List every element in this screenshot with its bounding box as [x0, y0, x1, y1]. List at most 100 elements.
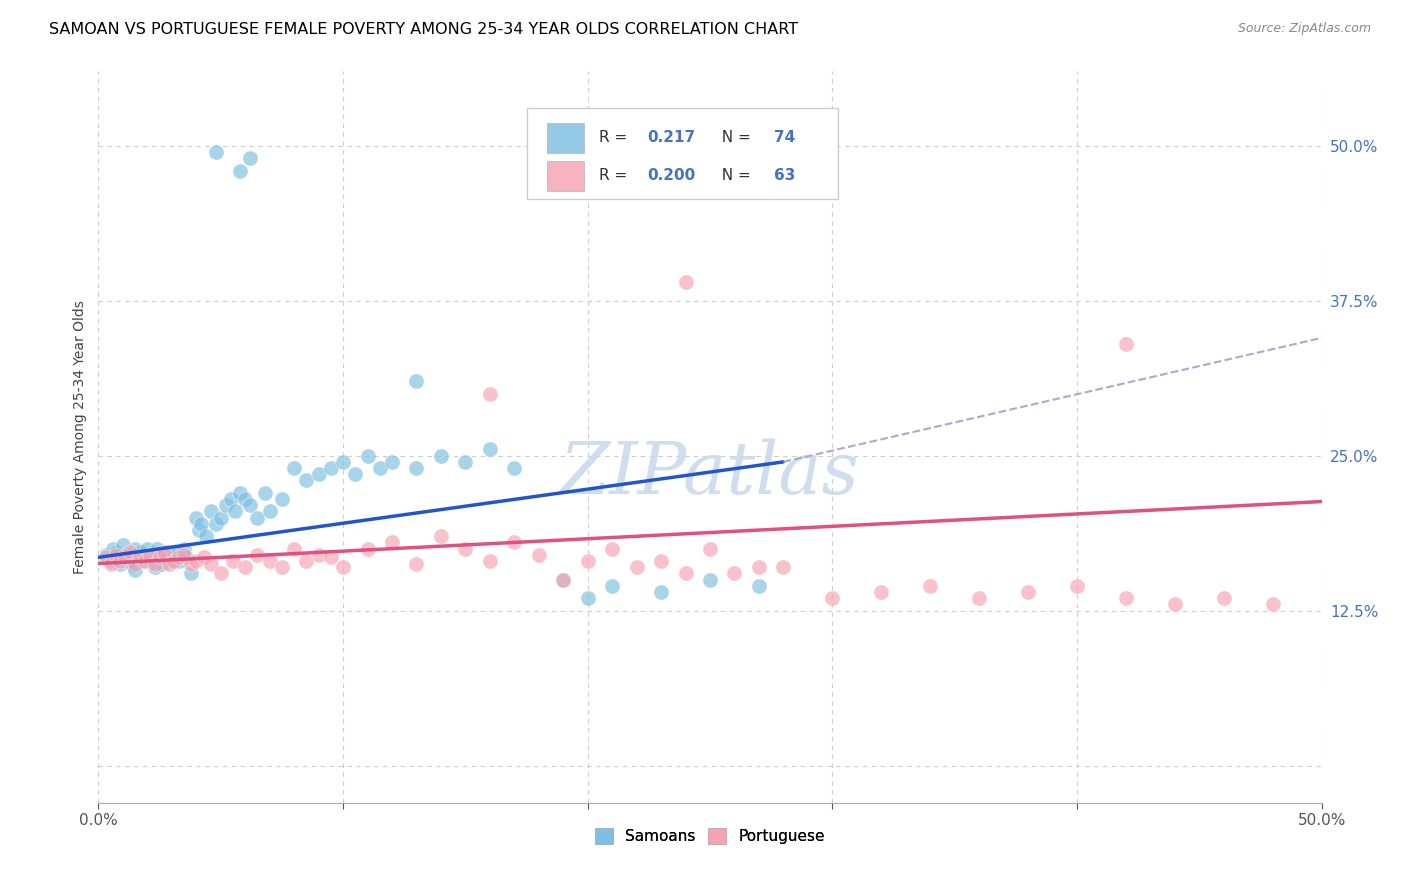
Point [478, 442, 501, 457]
Point [503, 535, 526, 549]
Point [205, 516, 228, 531]
Point [356, 541, 378, 556]
Point [110, 557, 132, 571]
Point [381, 455, 404, 469]
Point [295, 554, 318, 568]
Point [503, 461, 526, 475]
Point [332, 560, 354, 574]
Point [141, 554, 163, 568]
Point [136, 541, 159, 556]
Legend: Samoans, Portuguese: Samoans, Portuguese [589, 822, 831, 850]
Point [180, 566, 202, 581]
Point [205, 145, 228, 159]
Point [430, 449, 453, 463]
Point [478, 554, 501, 568]
Point [160, 554, 183, 568]
Point [246, 548, 269, 562]
Text: 0.217: 0.217 [648, 130, 696, 145]
Point [139, 548, 162, 562]
Point [104, 545, 127, 559]
Point [381, 535, 404, 549]
Point [600, 541, 623, 556]
Point [193, 550, 215, 565]
Point [246, 510, 269, 524]
Text: ZIPatlas: ZIPatlas [560, 438, 860, 509]
Point [222, 554, 245, 568]
Point [1261, 598, 1284, 612]
Point [576, 554, 599, 568]
Point [967, 591, 990, 606]
Point [120, 550, 142, 565]
Point [209, 510, 232, 524]
Point [100, 557, 122, 571]
Point [239, 498, 262, 512]
Point [675, 566, 697, 581]
Point [120, 545, 142, 559]
Text: 0.200: 0.200 [648, 169, 696, 184]
Point [117, 554, 139, 568]
Point [224, 504, 246, 518]
Point [553, 573, 575, 587]
Point [405, 461, 427, 475]
Y-axis label: Female Poverty Among 25-34 Year Olds: Female Poverty Among 25-34 Year Olds [73, 300, 87, 574]
Point [209, 566, 232, 581]
Point [723, 566, 745, 581]
Point [527, 548, 550, 562]
Point [114, 548, 136, 562]
Point [134, 554, 156, 568]
Point [129, 550, 152, 565]
Point [1066, 579, 1088, 593]
Point [259, 504, 281, 518]
Point [748, 560, 770, 574]
Point [153, 548, 176, 562]
Point [270, 560, 294, 574]
Point [163, 554, 186, 568]
Point [121, 558, 143, 572]
Point [143, 557, 166, 571]
Point [186, 510, 208, 524]
Point [405, 557, 427, 571]
Point [131, 554, 153, 568]
Point [124, 541, 146, 556]
Point [699, 541, 721, 556]
Point [229, 486, 252, 500]
Point [149, 550, 172, 565]
Point [156, 545, 179, 559]
Point [626, 560, 648, 574]
FancyBboxPatch shape [547, 122, 583, 153]
Point [195, 529, 218, 543]
FancyBboxPatch shape [547, 161, 583, 191]
Point [308, 467, 330, 482]
Point [600, 579, 623, 593]
Point [920, 579, 942, 593]
Text: N =: N = [713, 169, 756, 184]
Point [173, 541, 195, 556]
Point [149, 550, 172, 565]
Point [127, 548, 149, 562]
Point [94, 548, 117, 562]
Point [1212, 591, 1234, 606]
Point [675, 275, 697, 289]
Point [405, 374, 427, 388]
Point [124, 563, 146, 577]
Point [111, 538, 134, 552]
Point [200, 504, 222, 518]
Point [214, 498, 236, 512]
Point [319, 550, 342, 565]
Point [129, 545, 152, 559]
Point [101, 541, 124, 556]
Text: Source: ZipAtlas.com: Source: ZipAtlas.com [1237, 22, 1371, 36]
Point [233, 560, 256, 574]
Text: 74: 74 [773, 130, 794, 145]
Text: 63: 63 [773, 169, 794, 184]
Point [124, 557, 146, 571]
Text: SAMOAN VS PORTUGUESE FEMALE POVERTY AMONG 25-34 YEAR OLDS CORRELATION CHART: SAMOAN VS PORTUGUESE FEMALE POVERTY AMON… [49, 22, 799, 37]
Point [576, 591, 599, 606]
Point [104, 548, 127, 562]
Point [187, 523, 209, 537]
Point [454, 455, 477, 469]
Point [650, 585, 672, 599]
Point [166, 545, 188, 559]
Point [368, 461, 391, 475]
Point [356, 449, 378, 463]
